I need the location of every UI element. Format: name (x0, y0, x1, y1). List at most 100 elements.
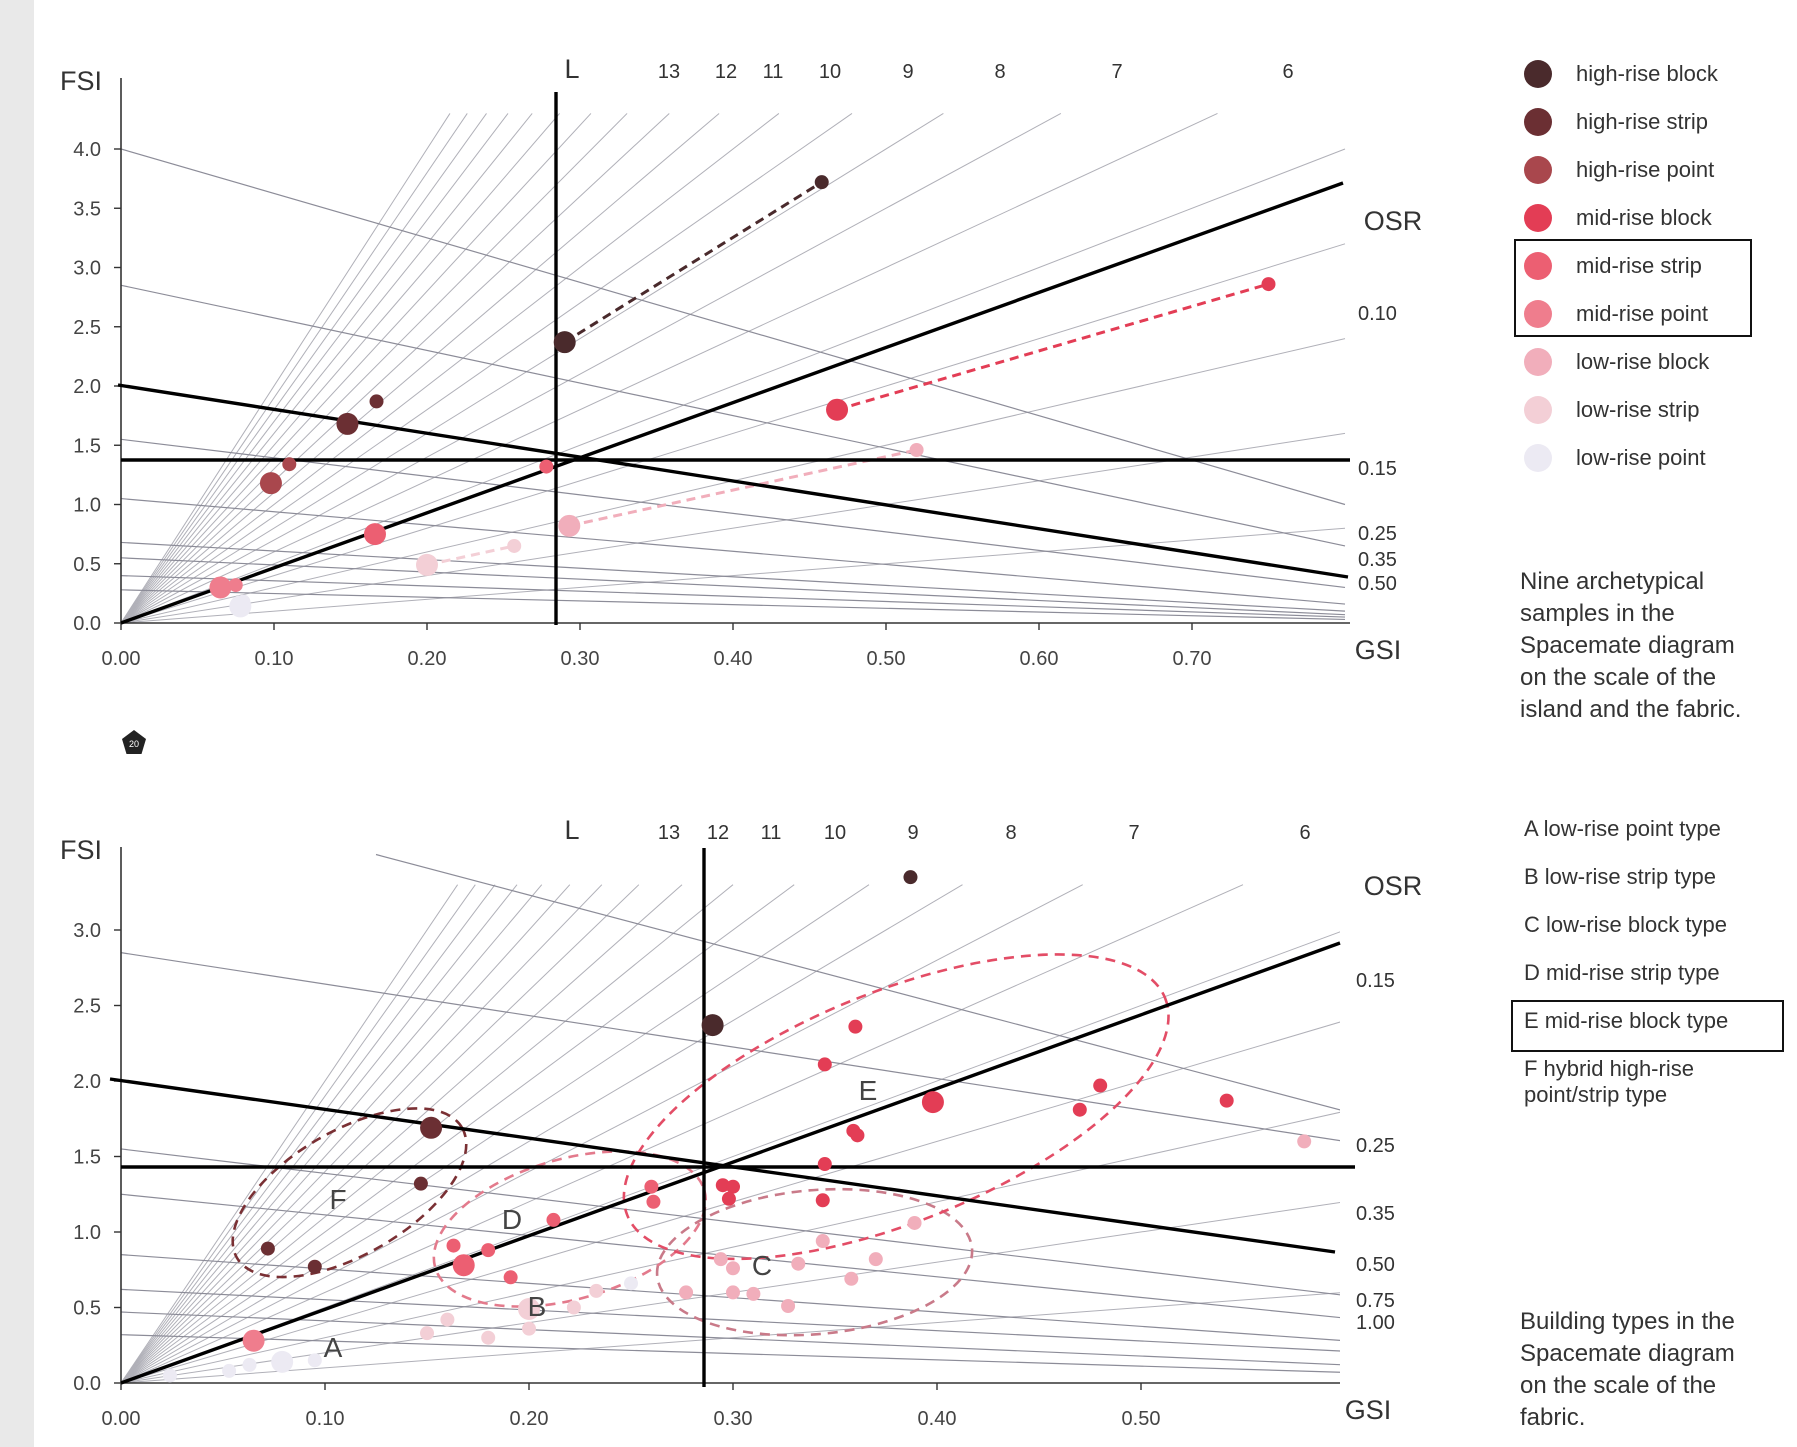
data-point (452, 1254, 475, 1277)
data-point (791, 1256, 806, 1271)
data-point (522, 1321, 536, 1336)
osr-line (121, 438, 1346, 589)
osr-axis-label: OSR (1364, 206, 1423, 236)
data-point (921, 1091, 944, 1114)
data-point (420, 1116, 443, 1139)
layer-ray (121, 113, 720, 623)
x-tick-label: 0.00 (102, 1408, 141, 1430)
type-highlight-box (1511, 1000, 1784, 1052)
data-point (644, 1179, 659, 1194)
osr-line (121, 557, 1346, 616)
legend-label: low-rise block (1576, 349, 1710, 374)
type-cluster-outline (655, 1187, 974, 1337)
reference-line (109, 1077, 1336, 1254)
osr-tick-label: 0.35 (1356, 1203, 1395, 1225)
legend-swatch (1524, 108, 1552, 136)
data-point (844, 1271, 859, 1286)
legend-item: low-rise point (1520, 434, 1790, 482)
page-number-text: 20 (129, 739, 139, 749)
layer-tick-label: 11 (761, 822, 782, 844)
data-point (440, 1312, 455, 1327)
y-tick-label: 4.0 (73, 139, 101, 161)
osr-tick-label: 0.75 (1356, 1290, 1395, 1312)
legend-swatch (1524, 156, 1552, 184)
data-point (336, 412, 359, 435)
grid-layer (121, 853, 1340, 1383)
x-tick-label: 0.70 (1173, 648, 1212, 670)
layer-ray (121, 113, 853, 623)
data-point (539, 459, 554, 474)
legend-swatch (1524, 396, 1552, 424)
type-item-a: A low-rise point type (1524, 816, 1721, 841)
legend-swatch (1524, 252, 1552, 280)
type-item-d: D mid-rise strip type (1524, 960, 1720, 985)
osr-line (121, 589, 1346, 621)
sample-connector (563, 180, 823, 344)
layer-ray (121, 113, 944, 623)
layer-tick-label: 10 (824, 822, 846, 844)
osr-tick-label: 0.25 (1356, 1135, 1395, 1157)
layer-ray (121, 931, 1340, 1383)
layer-ray (121, 113, 628, 623)
layer-tick-label: 6 (1282, 61, 1293, 83)
data-point (1297, 1134, 1312, 1149)
y-tick-label: 3.5 (73, 198, 101, 220)
osr-tick-label: 0.15 (1358, 458, 1397, 480)
layer-ray (121, 113, 509, 623)
y-tick-label: 0.0 (73, 1373, 101, 1395)
x-tick-label: 0.30 (714, 1408, 753, 1430)
data-point (558, 514, 581, 537)
layer-ray (121, 113, 560, 623)
y-tick-label: 1.0 (73, 1222, 101, 1244)
layer-ray (121, 1292, 1340, 1383)
osr-line (121, 1193, 1340, 1319)
data-point (726, 1179, 740, 1194)
osr-line (121, 1288, 1340, 1352)
type-item-e: E mid-rise block type (1524, 1008, 1729, 1033)
data-point (481, 1243, 496, 1258)
layer-ray (121, 884, 683, 1383)
data-point (815, 1193, 830, 1208)
layer-ray (121, 884, 476, 1383)
grid-layer (121, 112, 1346, 623)
data-point (416, 553, 438, 576)
region-label: C (752, 1250, 772, 1281)
region-label: E (859, 1075, 878, 1106)
type-legend: A low-rise point type B low-rise strip t… (1524, 816, 1794, 1130)
data-point (726, 1261, 740, 1276)
data-point (222, 1363, 237, 1378)
legend-label: low-rise strip (1576, 397, 1700, 422)
layer-ray (121, 884, 1083, 1383)
layer-ray (121, 527, 1346, 623)
osr-line (121, 284, 1346, 547)
layer-tick-label: 10 (819, 61, 841, 83)
legend-item: low-rise strip (1520, 386, 1790, 434)
y-tick-label: 0.5 (73, 554, 101, 576)
osr-axis-label: OSR (1364, 871, 1423, 901)
building-type-legend: high-rise block high-rise strip high-ris… (1520, 50, 1790, 482)
data-point (503, 1270, 518, 1285)
x-axis-title: GSI (1345, 1395, 1392, 1425)
bottom-chart-caption: Building types in the Spacemate diagram … (1520, 1308, 1735, 1431)
data-point (420, 1326, 434, 1341)
y-tick-label: 2.5 (73, 996, 101, 1018)
legend-label: low-rise point (1576, 445, 1706, 470)
layer-tick-label: 11 (763, 61, 784, 83)
legend-swatch (1524, 204, 1552, 232)
data-point (1093, 1078, 1108, 1093)
x-tick-label: 0.60 (1020, 648, 1059, 670)
top-chart-caption: Nine archetypical samples in the Spacema… (1520, 568, 1742, 723)
osr-tick-label: 0.50 (1356, 1254, 1395, 1276)
layer-ray (121, 884, 795, 1383)
osr-line (121, 1311, 1340, 1366)
data-point (624, 1276, 638, 1291)
data-point (507, 538, 522, 553)
layer-tick-label: 8 (1005, 822, 1016, 844)
type-cluster-outline (622, 953, 1170, 1261)
osr-tick-label: 0.25 (1358, 523, 1397, 545)
spacemate-chart-island: 0.00 0.10 0.20 0.30 0.40 0.50 0.60 0.70 0.0 0.5 1.… (60, 54, 1423, 670)
data-point (209, 576, 232, 599)
osr-line (375, 853, 1340, 1111)
data-point (903, 870, 918, 885)
layer-tick-label: 9 (902, 61, 913, 83)
